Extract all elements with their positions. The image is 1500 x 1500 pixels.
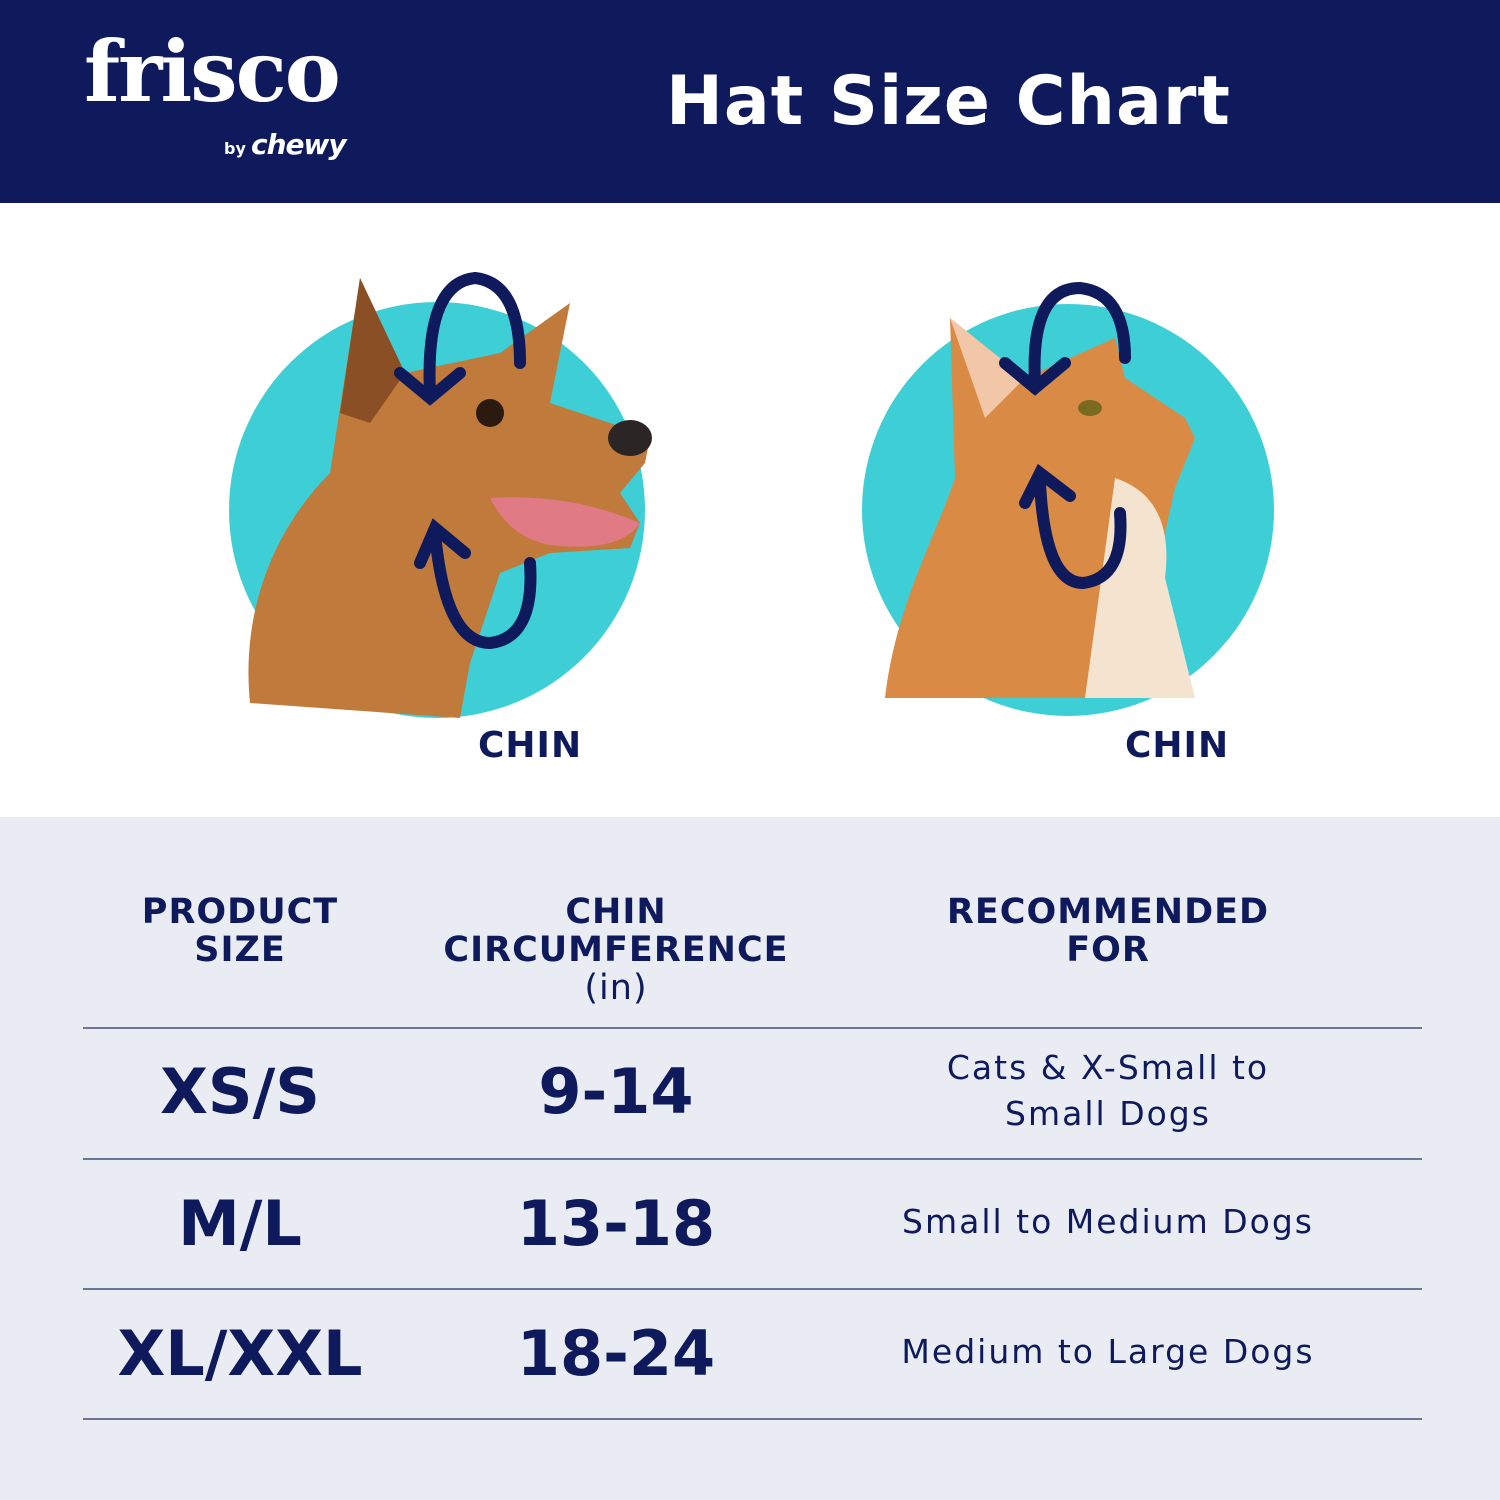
recommended-line: Small Dogs [1005, 1094, 1211, 1133]
logo-wordmark: frisco [84, 22, 341, 121]
divider [83, 1158, 1422, 1160]
size-table: PRODUCT SIZE CHIN CIRCUMFERENCE (in) REC… [0, 817, 1500, 1500]
divider [83, 1027, 1422, 1029]
recommended-cell: Cats & X-Small to Small Dogs [860, 1045, 1356, 1137]
divider [83, 1288, 1422, 1290]
recommended-cell: Small to Medium Dogs [860, 1199, 1356, 1245]
page-title: Hat Size Chart [666, 62, 1231, 141]
logo-chewy: chewy [250, 128, 347, 161]
cat-measurement-image [862, 281, 1274, 716]
header-line: PRODUCT [141, 892, 339, 932]
measure-arrows-icon [999, 281, 1131, 590]
cat-chin-label: CHIN [1125, 725, 1230, 766]
size-cell: M/L [178, 1187, 302, 1260]
divider [83, 1418, 1422, 1420]
header-banner: frisco by chewy Hat Size Chart [0, 0, 1500, 203]
measure-arrows-icon [394, 271, 537, 650]
header-product-size: PRODUCT SIZE [90, 893, 390, 969]
dog-illustration [248, 278, 652, 718]
size-cell: XL/XXL [117, 1317, 363, 1390]
header-chin-circumference: CHIN CIRCUMFERENCE (in) [416, 893, 816, 1007]
recommended-line: Medium to Large Dogs [901, 1332, 1315, 1371]
header-line: RECOMMENDED [946, 892, 1270, 932]
recommended-line: Cats & X-Small to [946, 1048, 1270, 1087]
header-line: FOR [1066, 930, 1150, 970]
recommended-line: Small to Medium Dogs [902, 1202, 1314, 1241]
chin-range-cell: 18-24 [516, 1317, 716, 1390]
logo-subbrand: by chewy [224, 128, 347, 161]
chin-range-cell: 9-14 [538, 1055, 694, 1128]
header-line: SIZE [194, 930, 286, 970]
header-recommended-for: RECOMMENDED FOR [908, 893, 1308, 969]
size-cell: XS/S [160, 1055, 320, 1128]
frisco-logo: frisco by chewy [84, 22, 347, 162]
dog-chin-label: CHIN [478, 725, 583, 766]
measurement-illustrations: CHIN CHIN [0, 203, 1500, 817]
header-line: CIRCUMFERENCE [443, 930, 789, 970]
recommended-cell: Medium to Large Dogs [860, 1329, 1356, 1375]
header-unit: (in) [584, 968, 648, 1008]
dog-measurement-image [229, 271, 652, 718]
chin-range-cell: 13-18 [516, 1187, 716, 1260]
logo-by: by [224, 139, 246, 158]
header-line: CHIN [565, 892, 667, 932]
